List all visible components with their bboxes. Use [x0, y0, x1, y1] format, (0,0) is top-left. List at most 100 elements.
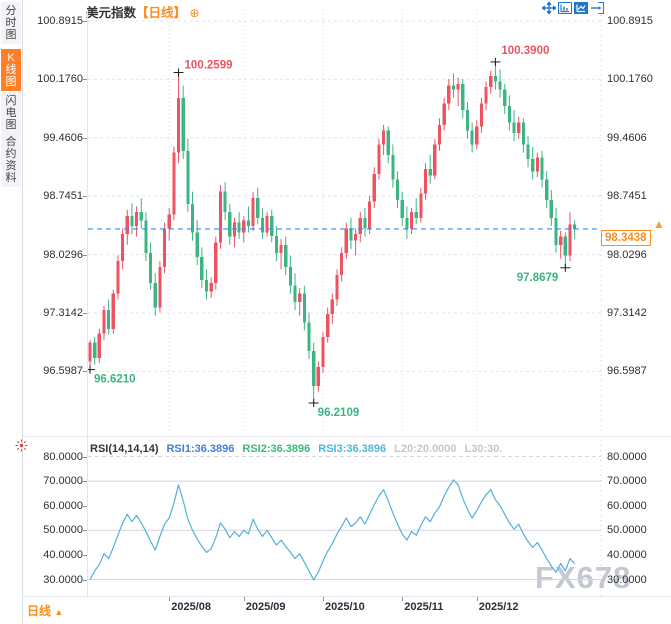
rsi-header: RSI(14,14,14) RSI1:36.3896 RSI2:36.3896 RSI…	[90, 443, 510, 455]
rsi-header-segment: L20:20.0000	[394, 443, 457, 455]
sidebar-item-char: 约	[5, 148, 17, 160]
rsi-axis-label: 80.0000	[607, 450, 647, 463]
axis-tick	[83, 196, 87, 198]
rsi-header-segment: RSI3:36.3896	[318, 443, 387, 455]
sidebar-item-char: K	[7, 52, 15, 64]
rsi-header-segment: RSI2:36.3896	[242, 443, 311, 455]
axis-tick	[83, 313, 87, 314]
date-tick	[323, 597, 324, 601]
period-tag: 【日线】	[136, 6, 187, 20]
sidebar-item-char: 图	[5, 29, 17, 41]
price-axis-label: 100.8915	[607, 15, 653, 27]
price-axis-label: 100.1760	[607, 73, 653, 86]
axis-tick	[83, 21, 87, 22]
price-axis-label: 100.8915	[37, 15, 83, 27]
date-label: 2025/10	[325, 601, 365, 613]
rsi-header-segment: RSI(14,14,14)	[90, 443, 159, 455]
sidebar-item-char: 时	[5, 17, 17, 29]
xaxis-separator	[23, 596, 671, 597]
axis-tick	[83, 456, 87, 458]
price-axis-label: 97.3142	[43, 307, 83, 319]
extreme-price-label: 97.8679	[517, 272, 559, 284]
rsi-header-segment: L30:30.	[464, 443, 503, 455]
rsi-axis-label: 30.0000	[43, 573, 83, 586]
instrument-name: 美元指数	[86, 6, 137, 20]
current-price-marker-icon: ▲	[653, 217, 665, 231]
page-title: 美元指数【日线】 ⊕	[86, 2, 200, 21]
price-axis-label: 97.3142	[607, 307, 647, 319]
axis-tick	[83, 481, 87, 483]
pan-move-icon[interactable]	[540, 0, 558, 16]
price-axis-label: 99.4606	[43, 131, 83, 144]
date-label: 2025/12	[478, 601, 519, 613]
axis-tick	[83, 530, 87, 532]
current-price-badge: 98.3438	[601, 230, 651, 246]
rsi-axis-label: 60.0000	[607, 499, 647, 512]
date-tick	[169, 597, 171, 601]
sidebar-item-char: 分	[5, 5, 17, 17]
extreme-price-label: 100.3900	[501, 45, 549, 57]
axis-tick	[83, 579, 87, 581]
price-axis-label: 98.7451	[43, 190, 83, 203]
price-axis-label: 98.7451	[607, 190, 647, 203]
rsi-axis-label: 40.0000	[43, 548, 83, 561]
sidebar-item-time-chart[interactable]: 分时图	[1, 2, 21, 44]
axis-tick	[83, 79, 87, 81]
sidebar-item-char: 线	[5, 64, 17, 76]
main-chart-canvas[interactable]: 100.2599 100.3900 96.6210 96.2109 97.8679	[88, 10, 602, 434]
add-indicator-icon[interactable]: ⊕	[189, 6, 200, 20]
date-label: 2025/09	[245, 601, 286, 613]
rsi-header-segment: RSI1:36.3896	[166, 443, 235, 455]
price-axis-label: 99.4606	[607, 131, 647, 144]
axis-tick	[83, 554, 87, 556]
sidebar-item-char: 图	[5, 119, 17, 131]
price-axis-label: 96.5987	[607, 365, 647, 378]
axis-divider	[87, 10, 88, 596]
extreme-price-label: 96.6210	[94, 374, 136, 386]
toolbar	[540, 0, 604, 16]
axis-zoom-icon[interactable]	[558, 1, 572, 14]
rsi-panel-canvas[interactable]	[88, 440, 602, 596]
axis-tick	[83, 254, 87, 256]
price-axis-label: 98.0296	[43, 248, 83, 261]
price-axis-label: 98.0296	[607, 248, 647, 261]
date-label: 2025/08	[171, 601, 211, 613]
extreme-price-label: 96.2109	[318, 407, 360, 419]
axis-tick	[83, 505, 87, 507]
rsi-axis-label: 60.0000	[43, 499, 83, 512]
price-axis-label: 96.5987	[43, 365, 83, 378]
period-label[interactable]: 日线 ▲	[27, 602, 63, 619]
period-dropdown-icon: ▲	[54, 607, 64, 617]
period-label-text: 日线	[27, 604, 52, 618]
date-tick	[476, 597, 478, 601]
sidebar-item-char: 料	[5, 172, 17, 184]
sidebar-item-char: 电	[5, 107, 17, 119]
rsi-axis-label: 50.0000	[607, 524, 647, 537]
sidebar-item-char: 闪	[5, 95, 17, 107]
rsi-axis-label: 40.0000	[607, 548, 647, 561]
rsi-axis-label: 70.0000	[43, 475, 83, 488]
sidebar-item-char: 合	[5, 136, 17, 148]
axis-tick	[83, 137, 87, 139]
rsi-axis-label: 80.0000	[43, 450, 83, 463]
date-tick	[402, 597, 404, 601]
rsi-settings-icon[interactable]	[15, 439, 28, 457]
rsi-axis-label: 30.0000	[607, 573, 647, 586]
sidebar-item-flash-chart[interactable]: 闪电图	[1, 92, 21, 134]
axis-tick	[83, 371, 87, 373]
sidebar-item-char: 资	[5, 160, 17, 172]
exit-chart-icon[interactable]	[590, 1, 604, 14]
rsi-axis-label: 50.0000	[43, 524, 83, 537]
extreme-price-label: 100.2599	[185, 60, 233, 72]
sidebar-item-char: 图	[5, 76, 17, 88]
sidebar-item-contract-info[interactable]: 合约资料	[1, 133, 21, 187]
date-tick	[243, 597, 245, 601]
panel-separator	[23, 436, 671, 437]
date-label: 2025/11	[404, 601, 444, 613]
axis-zoom-active-icon[interactable]	[574, 1, 588, 14]
price-axis-label: 100.1760	[37, 73, 83, 86]
rsi-axis-label: 70.0000	[607, 475, 647, 488]
